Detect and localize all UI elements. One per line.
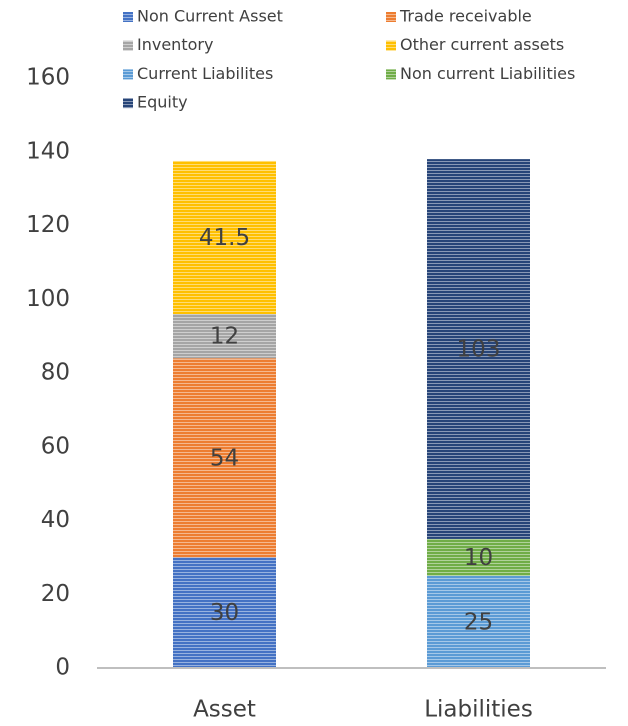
data-label: 10 bbox=[464, 545, 493, 571]
bar-segment bbox=[427, 159, 530, 539]
bar-segment bbox=[427, 538, 530, 576]
bar-segment bbox=[173, 160, 276, 314]
legend-label: Non current Liabilities bbox=[400, 64, 575, 83]
bar-segment bbox=[173, 314, 276, 359]
legend-swatch bbox=[386, 40, 396, 51]
legend-label: Current Liabilites bbox=[137, 64, 273, 83]
legend-label: Inventory bbox=[137, 35, 213, 54]
y-tick-label: 0 bbox=[55, 655, 70, 681]
data-label: 103 bbox=[457, 337, 501, 363]
legend-swatch bbox=[123, 98, 133, 109]
legend-swatch bbox=[123, 69, 133, 80]
data-label: 25 bbox=[464, 609, 493, 635]
y-tick-label: 140 bbox=[26, 138, 70, 164]
legend-swatch bbox=[386, 12, 396, 22]
y-tick-label: 60 bbox=[41, 433, 70, 459]
y-tick-label: 40 bbox=[41, 507, 70, 533]
bar-segment bbox=[427, 575, 530, 668]
x-tick-label: Liabilities bbox=[424, 697, 533, 723]
bar-segment bbox=[173, 358, 276, 558]
y-tick-label: 20 bbox=[41, 581, 70, 607]
legend-label: Equity bbox=[137, 93, 188, 112]
y-tick-label: 100 bbox=[26, 286, 70, 312]
legend-label: Trade receivable bbox=[399, 7, 532, 26]
y-tick-label: 80 bbox=[41, 360, 70, 386]
legend-swatch bbox=[386, 69, 396, 80]
legend-swatch bbox=[123, 40, 133, 51]
legend-swatch bbox=[123, 12, 133, 22]
bar-segment bbox=[173, 557, 276, 668]
legend-label: Non Current Asset bbox=[137, 7, 283, 26]
legend-label: Other current assets bbox=[400, 35, 564, 54]
data-label: 30 bbox=[210, 600, 239, 626]
data-label: 54 bbox=[210, 445, 239, 471]
y-tick-label: 120 bbox=[26, 212, 70, 238]
data-label: 41.5 bbox=[199, 225, 250, 251]
data-label: 12 bbox=[210, 324, 239, 350]
x-tick-label: Asset bbox=[193, 697, 256, 723]
y-tick-label: 160 bbox=[26, 65, 70, 91]
